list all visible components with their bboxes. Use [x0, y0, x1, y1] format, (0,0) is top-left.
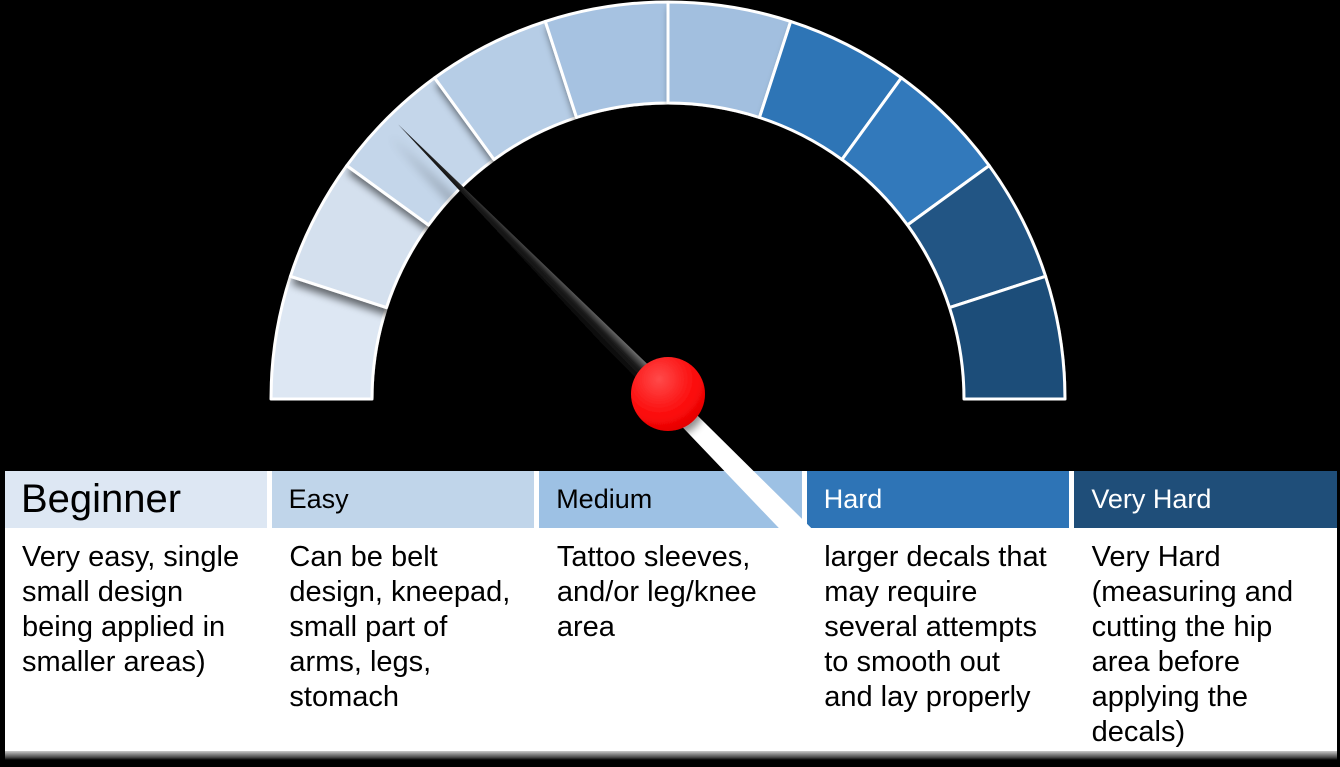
gauge-segment-7 — [757, 19, 903, 162]
gauge-segment-9 — [905, 164, 1048, 310]
gauge-needle — [398, 124, 676, 407]
body-cell-hard: larger decals that may require several a… — [807, 531, 1070, 751]
gauge-segment-3 — [345, 76, 496, 227]
body-cell-very-hard: Very Hard (measuring and cutting the hip… — [1074, 531, 1338, 751]
header-cell-hard: Hard — [806, 471, 1070, 528]
gauge-needle-hub — [631, 357, 705, 431]
gauge-segment-8 — [840, 76, 991, 227]
gauge-segment-1 — [269, 274, 388, 401]
gauge-segment-2 — [288, 164, 431, 310]
table-header-row: Beginner Easy Medium Hard Very Hard — [5, 471, 1337, 528]
gauge-segments — [269, 0, 1067, 401]
header-cell-very-hard: Very Hard — [1074, 471, 1337, 528]
gauge-segment-10 — [948, 274, 1067, 401]
header-cell-medium: Medium — [539, 471, 802, 528]
difficulty-table: Beginner Easy Medium Hard Very Hard Very… — [5, 471, 1338, 760]
gauge-segment-4 — [433, 19, 579, 162]
body-cell-easy: Can be belt design, kneepad, small part … — [272, 531, 535, 751]
header-cell-beginner: Beginner — [5, 471, 267, 528]
header-cell-easy: Easy — [271, 471, 535, 528]
table-body-row: Very easy, single small design being app… — [5, 531, 1338, 751]
body-cell-beginner: Very easy, single small design being app… — [5, 531, 268, 751]
body-cell-medium: Tattoo sleeves, and/or leg/knee area — [539, 531, 803, 751]
gauge-segment-5 — [543, 0, 670, 119]
gauge-segment-6 — [666, 0, 793, 119]
